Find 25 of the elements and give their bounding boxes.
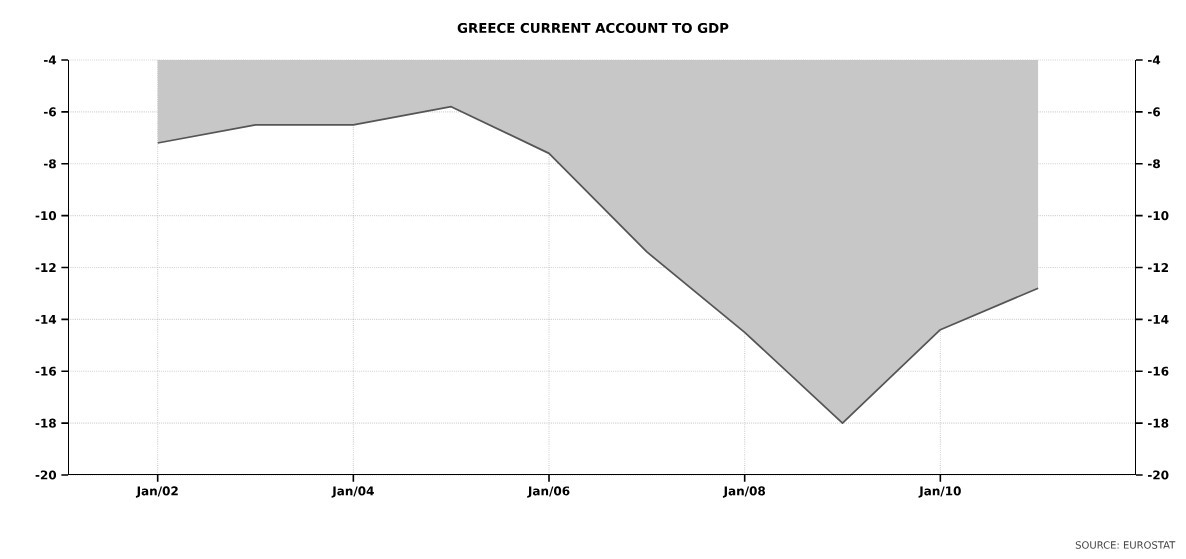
y-tick-label: -8	[43, 159, 56, 169]
y-tick-label: -10	[35, 211, 57, 221]
y2-tick-label: -18	[1148, 418, 1169, 428]
y2-tick-label: -20	[1148, 470, 1169, 480]
y-tick-label: -20	[35, 470, 57, 480]
y-tick-label: -16	[35, 366, 57, 376]
y-tick-label: -12	[35, 263, 56, 272]
x-tick-label: Jan/02	[135, 486, 178, 498]
y2-tick-label: -10	[1148, 211, 1169, 221]
y2-tick-label: -4	[1148, 55, 1161, 65]
y2-tick-label: -8	[1148, 159, 1160, 169]
x-tick-label: Jan/08	[722, 486, 766, 498]
y-tick-label: -4	[43, 55, 57, 65]
y-tick-label: -18	[35, 418, 56, 428]
y2-tick-label: -12	[1148, 263, 1169, 272]
y-tick-label: -14	[35, 314, 57, 324]
x-tick-label: Jan/10	[918, 486, 961, 498]
x-tick-label: Jan/04	[331, 486, 374, 498]
y-tick-label: -6	[43, 107, 57, 117]
y2-tick-label: -16	[1148, 366, 1169, 376]
x-tick-label: Jan/06	[527, 486, 570, 498]
y2-tick-label: -6	[1148, 107, 1161, 117]
source-note: SOURCE: EUROSTAT	[1075, 541, 1176, 549]
chart-title: GREECE CURRENT ACCOUNT TO GDP	[457, 22, 729, 34]
y2-tick-label: -14	[1148, 314, 1169, 324]
